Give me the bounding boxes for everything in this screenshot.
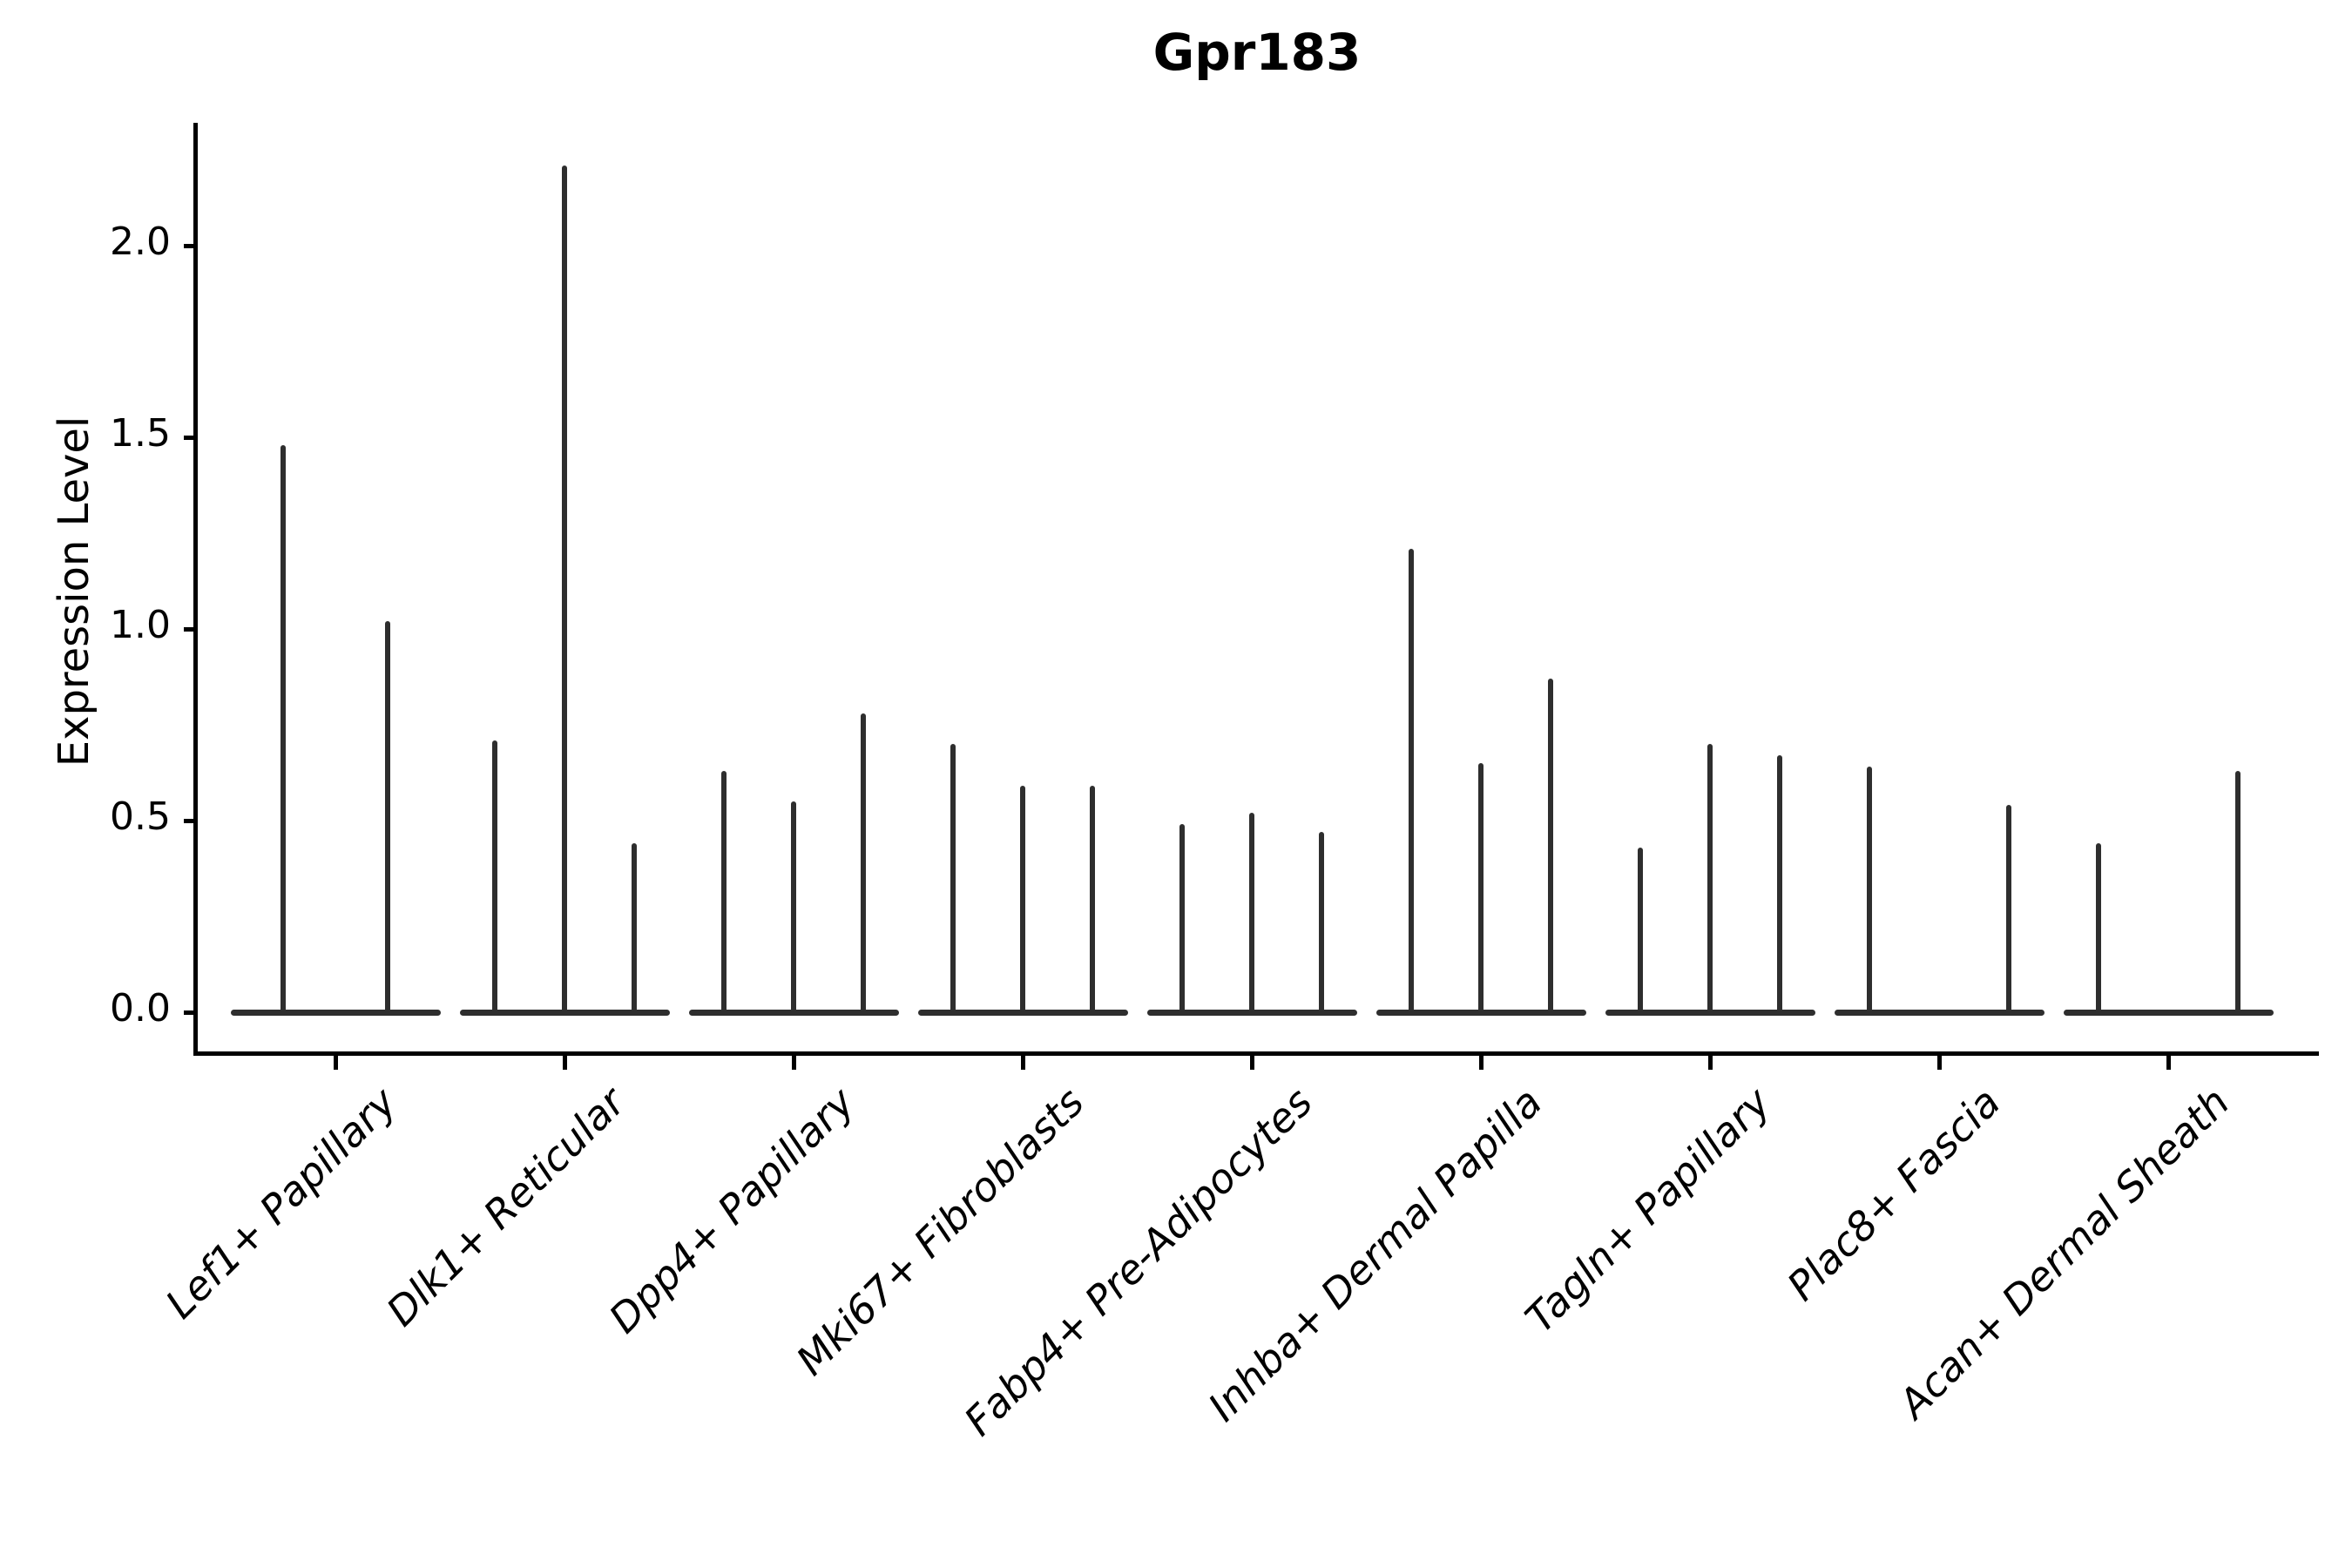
violin-spike <box>950 744 956 1012</box>
violin-spike <box>1408 548 1414 1012</box>
violin-spike <box>491 740 497 1012</box>
chart-title: Gpr183 <box>1152 23 1362 82</box>
violin-spike <box>2235 770 2241 1012</box>
violin-spike <box>861 713 867 1012</box>
violin-spike <box>720 770 727 1012</box>
x-tick-mark <box>791 1056 796 1070</box>
y-tick-label: 1.5 <box>110 411 171 456</box>
violin-spike <box>385 621 391 1012</box>
violin-spike <box>1179 824 1185 1012</box>
violin-spike <box>1249 813 1254 1012</box>
x-tick-mark <box>2166 1056 2171 1070</box>
violin-spike <box>2095 843 2101 1012</box>
y-axis-spine <box>193 123 198 1056</box>
violin-spike <box>562 165 567 1012</box>
y-tick-mark <box>184 818 196 823</box>
violin-spike <box>1478 763 1484 1012</box>
x-tick-mark <box>562 1056 567 1070</box>
violin-spike <box>1090 786 1096 1012</box>
violin-base <box>459 1009 670 1016</box>
violin-spike <box>791 801 796 1012</box>
violin-spike <box>632 843 638 1012</box>
violin-spike <box>1020 786 1025 1012</box>
y-tick-label: 2.0 <box>110 220 171 264</box>
x-tick-mark <box>1020 1056 1025 1070</box>
x-tick-label: Dlk1+ Reticular <box>377 1078 635 1335</box>
violin-spike <box>2006 805 2012 1012</box>
y-tick-mark <box>184 626 196 632</box>
violin-base <box>1834 1009 2044 1016</box>
violin-spike <box>1707 744 1713 1012</box>
violin-base <box>1605 1009 1815 1016</box>
violin-spike <box>1548 679 1554 1012</box>
violin-spike <box>280 444 286 1012</box>
x-tick-mark <box>333 1056 338 1070</box>
y-tick-label: 0.0 <box>110 986 171 1031</box>
x-tick-label: Dpp4+ Papillary <box>599 1078 864 1342</box>
violin-base <box>917 1009 1128 1016</box>
x-tick-label: Lef1+ Papillary <box>156 1078 406 1328</box>
y-tick-mark <box>184 1010 196 1015</box>
x-tick-label: Plac8+ Fascia <box>1777 1078 2010 1310</box>
x-tick-label: Tagln+ Papillary <box>1516 1078 1781 1342</box>
y-tick-label: 1.0 <box>110 603 171 647</box>
violin-base <box>1375 1009 1586 1016</box>
violin-spike <box>1866 767 1872 1012</box>
x-tick-mark <box>1249 1056 1254 1070</box>
violin-base <box>1146 1009 1357 1016</box>
violin-spike <box>1319 832 1325 1012</box>
violin-base <box>2063 1009 2274 1016</box>
x-tick-mark <box>1707 1056 1713 1070</box>
x-tick-mark <box>1936 1056 1942 1070</box>
y-tick-mark <box>184 243 196 248</box>
violin-base <box>230 1009 441 1016</box>
violin-spike <box>1777 755 1783 1012</box>
y-tick-label: 0.5 <box>110 794 171 839</box>
x-tick-mark <box>1478 1056 1484 1070</box>
violin-base <box>688 1009 899 1016</box>
x-axis-spine <box>193 1051 2319 1056</box>
violin-spike <box>1637 847 1643 1012</box>
y-tick-mark <box>184 435 196 440</box>
